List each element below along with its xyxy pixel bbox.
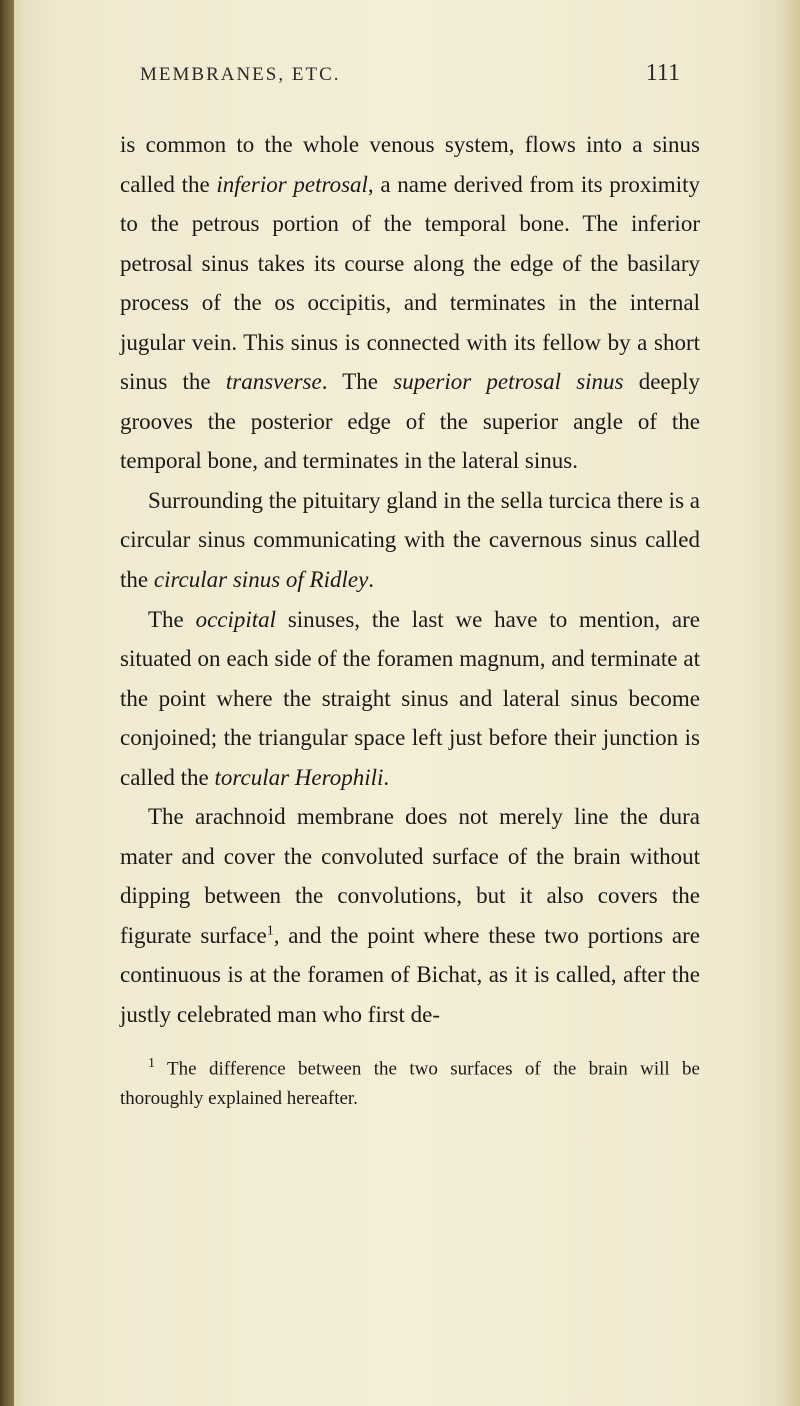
paragraph-4: The arachnoid membrane does not merely l… — [120, 797, 700, 1034]
book-spine-edge — [0, 0, 14, 1406]
footnote-reference: 1 — [267, 923, 274, 938]
book-page: MEMBRANES, ETC. 111 is common to the who… — [0, 0, 800, 1195]
text-run: sinuses, the last we have to mention, ar… — [120, 607, 700, 790]
text-run: , a name derived from its proximity to t… — [120, 172, 700, 395]
page-number: 111 — [646, 60, 680, 87]
text-run: . The — [322, 369, 394, 394]
footnote: 1 The difference between the two surface… — [120, 1053, 700, 1115]
paragraph-1: is common to the whole venous system, fl… — [120, 125, 700, 481]
italic-term: torcular Herophili — [215, 765, 384, 790]
italic-term: superior petrosal sinus — [393, 369, 623, 394]
text-run: . — [383, 765, 389, 790]
running-header: MEMBRANES, ETC. — [140, 64, 341, 86]
footnote-text: The difference between the two surfaces … — [120, 1058, 700, 1109]
italic-term: circular sinus of Ridley — [154, 567, 368, 592]
italic-term: transverse — [226, 369, 322, 394]
italic-term: occipital — [196, 607, 276, 632]
paragraph-3: The occipital sinuses, the last we have … — [120, 600, 700, 798]
footnote-marker: 1 — [148, 1056, 155, 1071]
text-run: . — [368, 567, 374, 592]
paragraph-2: Surrounding the pituitary gland in the s… — [120, 481, 700, 600]
page-header: MEMBRANES, ETC. 111 — [120, 60, 700, 87]
italic-term: inferior petrosal — [216, 172, 368, 197]
body-text: is common to the whole venous system, fl… — [120, 125, 700, 1035]
text-run: The — [148, 607, 196, 632]
